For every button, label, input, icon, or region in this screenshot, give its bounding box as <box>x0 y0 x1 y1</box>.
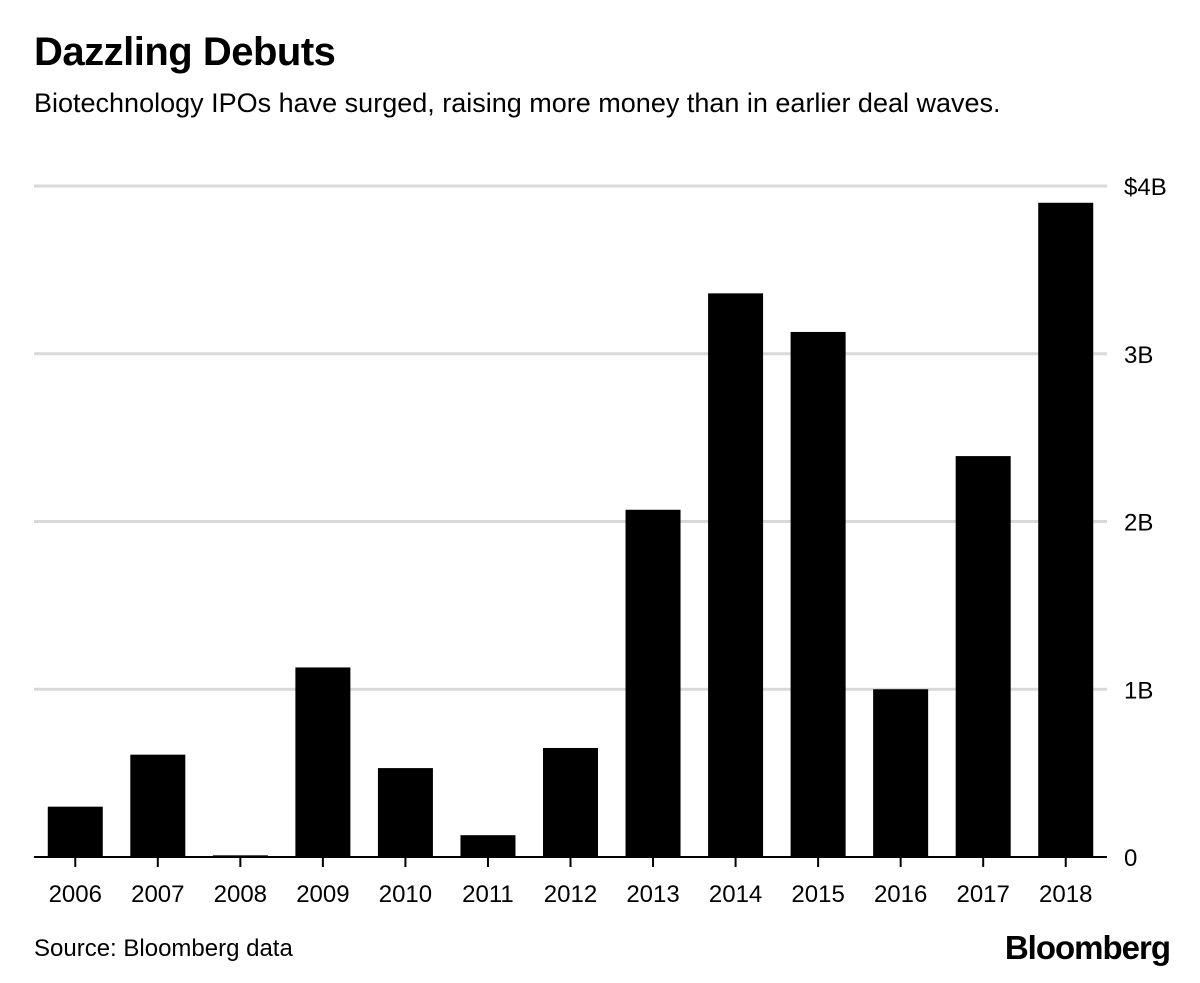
bar-2015 <box>790 331 846 857</box>
x-axis <box>34 856 1107 867</box>
bar-2011 <box>460 835 516 857</box>
chart-title: Dazzling Debuts <box>34 30 336 74</box>
bar-2016 <box>873 689 929 857</box>
x-tick-label: 2013 <box>626 881 679 908</box>
bloomberg-logo: Bloomberg <box>1004 929 1171 966</box>
bar-2009 <box>295 667 351 857</box>
gridlines <box>34 184 1107 691</box>
x-tick-label: 2011 <box>462 881 514 908</box>
bars <box>47 202 1094 857</box>
x-tick-label: 2007 <box>131 881 184 908</box>
y-tick-label: 2B <box>1124 510 1153 537</box>
source-note: Source: Bloomberg data <box>34 935 293 962</box>
x-tick-label: 2015 <box>791 881 844 908</box>
bar-2017 <box>955 456 1011 857</box>
bar-2006 <box>47 806 103 857</box>
x-tick-label: 2018 <box>1039 881 1092 908</box>
x-tick-label: 2012 <box>544 881 597 908</box>
x-tick-label: 2014 <box>709 881 762 908</box>
y-tick-label: 1B <box>1124 677 1153 704</box>
bar-2012 <box>543 747 598 857</box>
chart-subtitle: Biotechnology IPOs have surged, raising … <box>34 88 1001 118</box>
x-tick-label: 2008 <box>214 881 267 908</box>
x-tick-label: 2016 <box>874 881 927 908</box>
y-tick-label: 3B <box>1124 342 1153 369</box>
y-tick-label: 0 <box>1124 845 1137 872</box>
bar-2014 <box>708 293 764 857</box>
bar-2013 <box>625 509 681 857</box>
x-tick-label: 2010 <box>379 881 432 908</box>
bar-2007 <box>130 754 186 857</box>
bar-2018 <box>1038 202 1094 857</box>
x-tick-label: 2017 <box>956 881 1009 908</box>
y-tick-label: $4B <box>1124 174 1167 201</box>
y-axis-labels: 0 1B 2B 3B $4B <box>1124 174 1167 872</box>
x-tick-label: 2009 <box>296 881 349 908</box>
bar-2010 <box>377 768 433 857</box>
x-tick-label: 2006 <box>49 881 102 908</box>
x-axis-labels: 2006 2007 2008 2009 2010 2011 2012 2013 2014 2015… <box>49 881 1093 908</box>
